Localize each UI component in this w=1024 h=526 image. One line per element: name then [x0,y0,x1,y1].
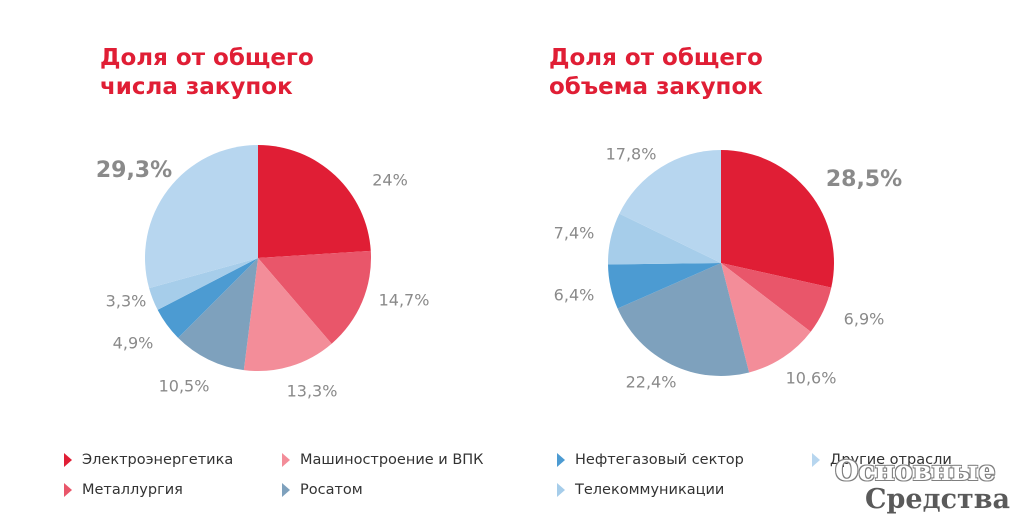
legend-marker [64,483,72,497]
legend-marker [64,453,72,467]
legend-item-telecom: Телекоммуникации [557,482,724,498]
data-label-oil-gas: 6,4% [554,286,595,305]
data-label-machinery: 13,3% [287,382,338,401]
chart-title-line: объема закупок [549,74,763,100]
legend-item-rosatom: Росатом [282,482,363,498]
legend-item-electro: Электроэнергетика [64,452,233,468]
chart-title-line: Доля от общего [549,45,763,71]
data-label-metallurgy: 14,7% [379,291,430,310]
chart-title-purchase-volume: Доля от общего объема закупок [549,44,763,102]
data-label-electro: 28,5% [826,167,902,192]
data-label-metallurgy: 6,9% [844,310,885,329]
pie-slice-electro [258,145,371,258]
watermark-line: Средства [865,484,1010,515]
data-label-machinery: 10,6% [786,369,837,388]
legend-item-other: Другие отрасли [812,452,952,468]
legend-label: Росатом [300,482,363,498]
data-label-electro: 24% [372,171,408,190]
legend-item-metallurgy: Металлургия [64,482,183,498]
pie-slice-machinery [721,263,811,373]
data-label-telecom: 3,3% [106,292,147,311]
legend-item-oil-gas: Нефтегазовый сектор [557,452,744,468]
pie-slice-other [145,145,258,289]
pie-slice-machinery [243,258,332,372]
pie-slice-electro [721,150,835,288]
pie-slice-rosatom [617,263,750,376]
legend-label: Машиностроение и ВПК [300,452,484,468]
legend-item-machinery: Машиностроение и ВПК [282,452,483,468]
pie-slice-other [619,150,721,263]
watermark: Основные Средства [835,458,1010,514]
pie-slice-rosatom [178,258,258,371]
data-label-rosatom: 22,4% [626,373,677,392]
pie-slice-telecom [608,213,721,265]
legend-marker [282,453,290,467]
legend-label: Другие отрасли [830,452,952,468]
legend-label: Нефтегазовый сектор [575,452,744,468]
chart-title-line: Доля от общего [100,45,314,71]
pie-slice-metallurgy [721,263,832,332]
pie-slice-oil-gas [157,258,258,338]
pie-slice-metallurgy [258,250,372,344]
legend-marker [812,453,820,467]
pie-slice-oil-gas [608,263,721,309]
legend-label: Телекоммуникации [575,482,725,498]
legend-marker [557,483,565,497]
pie-slice-telecom [149,258,258,310]
legend-label: Металлургия [82,482,183,498]
data-label-telecom: 7,4% [554,224,595,243]
data-label-rosatom: 10,5% [159,377,210,396]
data-label-other: 29,3% [96,158,172,183]
chart-title-purchase-count: Доля от общего числа закупок [100,44,314,102]
data-label-oil-gas: 4,9% [113,334,154,353]
watermark-line: Основные [835,456,996,487]
chart-title-line: числа закупок [100,74,293,100]
legend-marker [282,483,290,497]
data-label-other: 17,8% [606,145,657,164]
legend-label: Электроэнергетика [82,452,234,468]
legend-marker [557,453,565,467]
